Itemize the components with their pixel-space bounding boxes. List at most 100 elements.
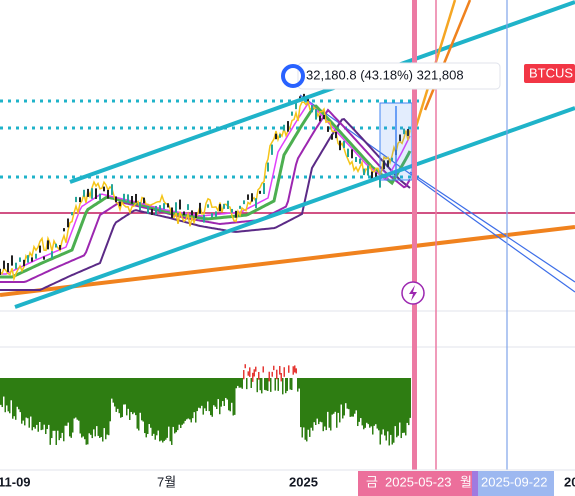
histogram-bar (112, 378, 114, 403)
histogram-bar (403, 378, 405, 433)
histogram-bar (324, 378, 326, 427)
histogram-bar (304, 378, 306, 440)
histogram-bar (312, 378, 314, 431)
histogram-bar (208, 378, 210, 412)
histogram-bar (264, 378, 266, 390)
histogram-bar (118, 378, 120, 414)
histogram-bar (172, 378, 174, 427)
candle (407, 128, 409, 136)
histogram-bar (342, 378, 344, 419)
histogram-bar (64, 378, 66, 426)
histogram-bar (156, 378, 158, 436)
candle (279, 134, 281, 138)
histogram-bar (121, 378, 123, 418)
histogram-bar (45, 378, 47, 435)
candle (291, 111, 293, 116)
histogram-bar (87, 378, 89, 445)
candle (139, 202, 141, 211)
histogram-bar (40, 378, 42, 431)
histogram-bar (349, 378, 351, 417)
candle (75, 196, 77, 203)
time-label: 20 (564, 474, 575, 489)
candle (31, 257, 33, 262)
histogram-bar (408, 378, 410, 426)
histogram-bar (385, 378, 387, 441)
histogram-bar (378, 378, 380, 431)
time-highlight-label: 2025-09-22 (481, 474, 548, 489)
time-highlight (478, 471, 554, 496)
histogram-bar (318, 378, 320, 425)
candle (231, 208, 233, 213)
histogram-bar (21, 378, 23, 424)
histogram-bar (321, 378, 323, 423)
histogram-bar (192, 378, 194, 419)
histogram-bar (60, 378, 62, 439)
histogram-bar (0, 378, 2, 405)
histogram-bar (141, 378, 143, 421)
histogram-bar (327, 378, 329, 412)
histogram-bar (105, 378, 107, 440)
histogram-bar (127, 378, 129, 409)
histogram-bar (165, 378, 167, 440)
candle (79, 197, 81, 203)
histogram-bar (219, 378, 221, 415)
candle (271, 144, 273, 155)
histogram-bar (238, 378, 240, 388)
histogram-bar (171, 378, 173, 445)
histogram-bar (9, 378, 11, 414)
histogram-bar (28, 378, 30, 428)
candle (11, 255, 13, 266)
candle (387, 160, 389, 167)
histogram-bar (6, 378, 8, 406)
candle (171, 207, 173, 218)
histogram-bar (69, 378, 71, 437)
trend-line (423, 0, 472, 111)
histogram-bar (289, 378, 291, 390)
histogram-bar (204, 378, 206, 409)
candle (67, 218, 69, 228)
histogram-bar (405, 378, 407, 436)
histogram-bar (85, 378, 87, 445)
candle (7, 263, 9, 272)
histogram-bar (285, 378, 287, 394)
histogram-bar (190, 378, 192, 423)
candle (383, 160, 385, 170)
histogram-bar (370, 378, 372, 427)
histogram-bar (309, 378, 311, 437)
histogram-bar (211, 378, 213, 417)
candle (287, 121, 289, 132)
histogram-bar (201, 378, 203, 406)
histogram-bar (130, 378, 132, 413)
histogram-bar (55, 378, 57, 445)
histogram-bar (360, 378, 362, 419)
candle (23, 259, 25, 267)
histogram-bar (328, 378, 330, 428)
histogram-bar (37, 378, 39, 432)
histogram-bar (246, 378, 248, 390)
event-icon-glyph (409, 285, 417, 301)
histogram-bar (135, 378, 137, 416)
histogram-bar (54, 378, 56, 431)
histogram-bar (397, 378, 399, 436)
candle (123, 193, 125, 202)
candle (375, 172, 377, 178)
histogram-bar (234, 378, 236, 415)
histogram-bar (300, 378, 302, 428)
histogram-bar (15, 378, 17, 420)
histogram-bar (126, 378, 128, 416)
histogram-bar (382, 378, 384, 430)
histogram-bar (217, 378, 219, 400)
histogram-bar (124, 378, 126, 405)
histogram-bar (235, 378, 237, 389)
candle (259, 190, 261, 194)
histogram-bar (169, 378, 171, 442)
histogram-bar (151, 378, 153, 436)
histogram-bar (147, 378, 149, 434)
histogram-bar (90, 378, 92, 435)
time-label: 2025 (289, 474, 318, 489)
histogram-bar (63, 378, 65, 442)
candle (399, 134, 401, 142)
candle (403, 128, 405, 135)
histogram-bar (228, 378, 230, 411)
